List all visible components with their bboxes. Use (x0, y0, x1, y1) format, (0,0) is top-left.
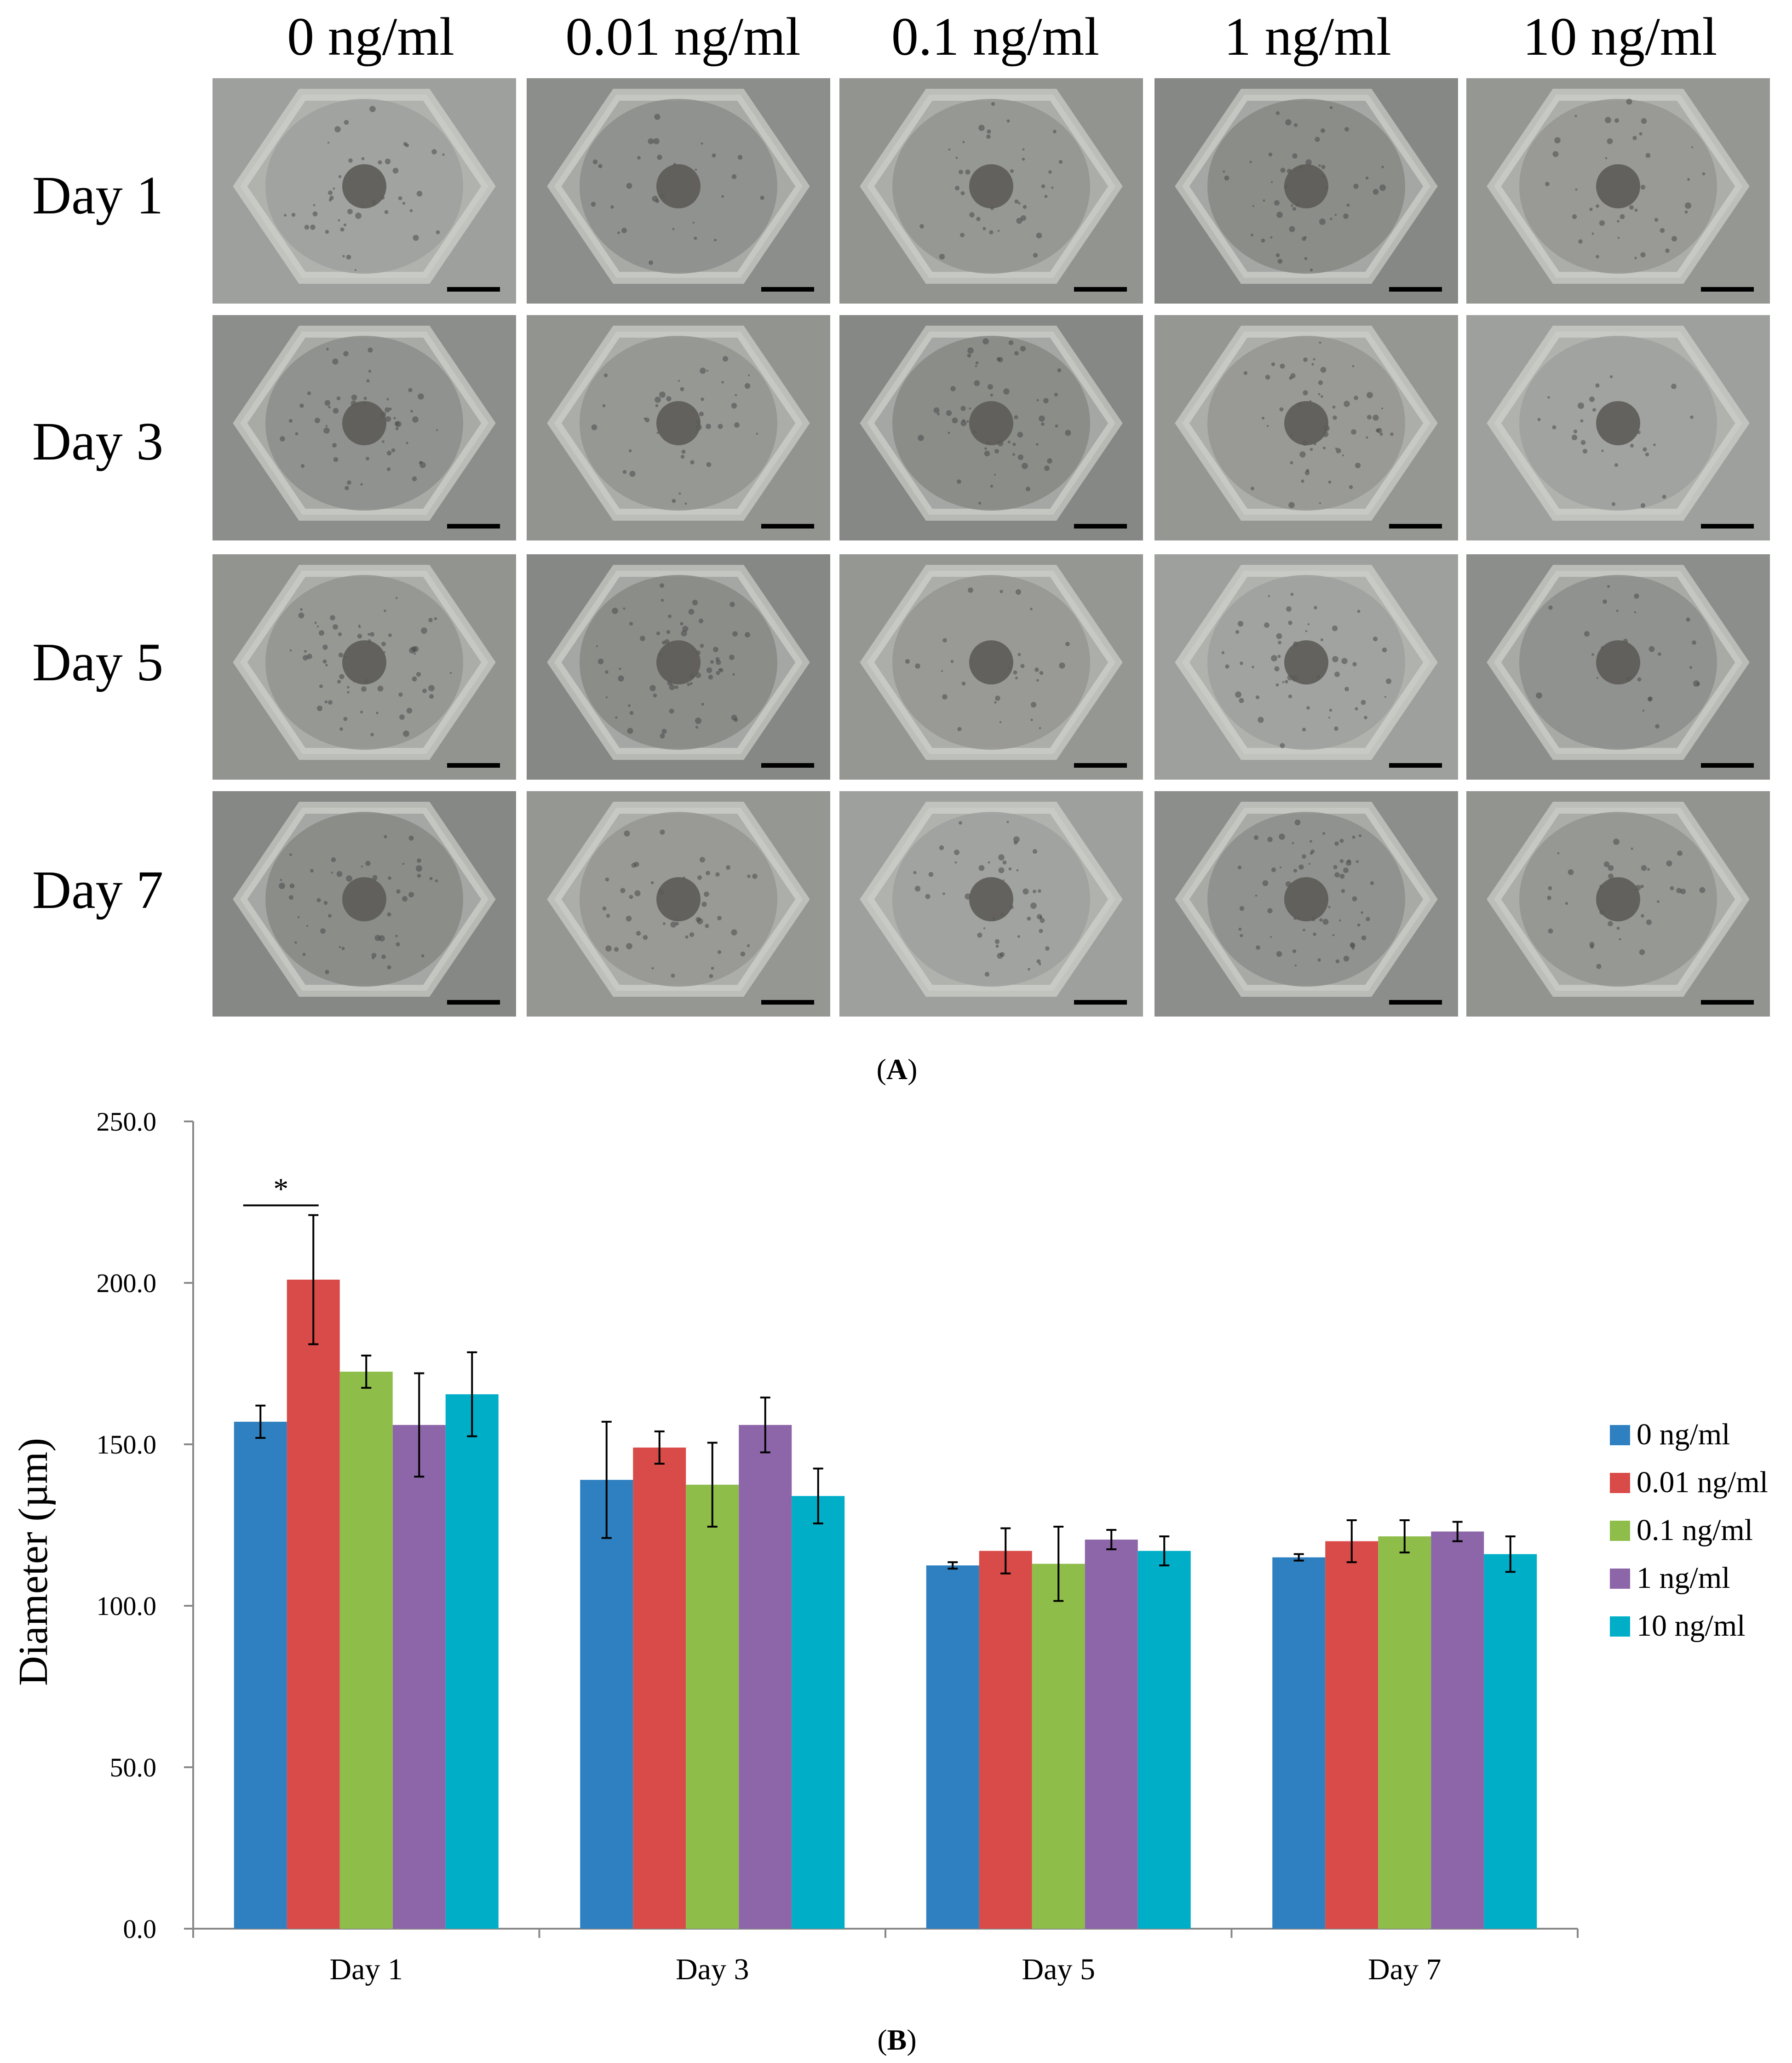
micrograph-image (839, 78, 1143, 304)
legend-label: 0.01 ng/ml (1637, 1465, 1768, 1499)
micrograph-image (1154, 315, 1458, 540)
column-label-2: 0.1 ng/ml (891, 6, 1100, 67)
column-label-4: 10 ng/ml (1522, 6, 1717, 67)
bar (339, 1372, 393, 1929)
micrograph-image (527, 78, 830, 304)
micrograph-image (213, 554, 516, 780)
column-label-0: 0 ng/ml (287, 6, 454, 67)
micrograph-image (213, 78, 516, 304)
bar (580, 1480, 633, 1929)
panel-b-label: (B) (877, 2023, 917, 2056)
row-label-day-3: Day 3 (32, 411, 164, 471)
micrograph-image (1154, 791, 1458, 1017)
row-label-day-5: Day 5 (32, 632, 164, 692)
bar (739, 1425, 792, 1929)
significance-marker: * (273, 1172, 288, 1206)
micrograph-image (839, 791, 1143, 1017)
bar (1085, 1540, 1138, 1929)
x-tick-label: Day 1 (330, 1953, 403, 1986)
bar (979, 1551, 1032, 1929)
bar (1378, 1536, 1431, 1929)
micrograph-image (527, 554, 830, 780)
bar (234, 1421, 287, 1929)
bar (1484, 1554, 1537, 1929)
micrograph-image (1154, 78, 1458, 304)
bar (792, 1496, 845, 1929)
bar (1137, 1551, 1191, 1929)
y-tick-label: 150.0 (97, 1430, 157, 1460)
micrograph-image (527, 791, 830, 1017)
y-tick-label: 100.0 (97, 1591, 157, 1621)
y-tick-label: 0.0 (123, 1914, 157, 1944)
column-label-3: 1 ng/ml (1224, 6, 1391, 67)
bar (633, 1448, 686, 1929)
y-tick-label: 50.0 (110, 1753, 157, 1782)
micrograph-image (1466, 315, 1770, 540)
y-axis-label: Diameter (µm) (11, 1438, 56, 1686)
y-tick-label: 250.0 (97, 1107, 157, 1137)
x-tick-label: Day 5 (1022, 1953, 1095, 1986)
bar (1272, 1557, 1326, 1929)
row-label-day-1: Day 1 (32, 165, 164, 225)
micrograph-image (213, 315, 516, 540)
micrograph-image (1466, 554, 1770, 780)
bar (287, 1279, 340, 1929)
bar (686, 1484, 739, 1929)
micrograph-image (839, 315, 1143, 540)
y-tick-label: 200.0 (97, 1268, 157, 1298)
legend-swatch (1610, 1473, 1630, 1493)
micrograph-image (527, 315, 830, 540)
bar (926, 1565, 979, 1929)
bar (392, 1425, 446, 1929)
legend-swatch (1610, 1616, 1630, 1637)
legend-label: 10 ng/ml (1637, 1609, 1746, 1643)
x-tick-label: Day 7 (1368, 1953, 1441, 1986)
bar (1325, 1541, 1378, 1929)
legend-label: 0.1 ng/ml (1637, 1513, 1753, 1547)
micrograph-image (1466, 791, 1770, 1017)
bar (1431, 1531, 1484, 1929)
legend-swatch (1610, 1521, 1630, 1541)
legend-swatch (1610, 1569, 1630, 1589)
panel-a-label: (A) (876, 1053, 918, 1086)
micrograph-image (213, 791, 516, 1017)
panel-b-bar-chart: 0.0 50.0 100.0 150.0 200.0 250.0 Diameter (µm)… (11, 1107, 1768, 1986)
column-label-1: 0.01 ng/ml (565, 6, 801, 67)
row-label-day-7: Day 7 (32, 860, 164, 920)
bar (445, 1394, 499, 1929)
legend-label: 1 ng/ml (1637, 1561, 1730, 1595)
micrograph-image (1154, 554, 1458, 780)
legend-swatch (1610, 1425, 1630, 1445)
legend-label: 0 ng/ml (1637, 1418, 1730, 1451)
bar (1032, 1563, 1085, 1929)
micrograph-image (1466, 78, 1770, 304)
x-tick-label: Day 3 (676, 1953, 749, 1986)
micrograph-image (839, 554, 1143, 780)
